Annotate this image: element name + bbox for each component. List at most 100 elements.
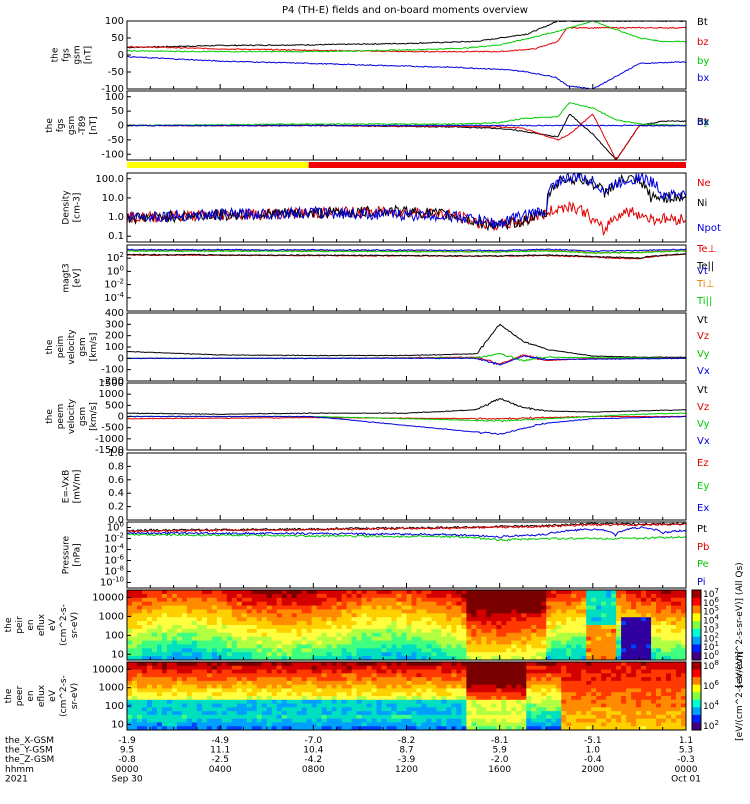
heatmap-cell — [431, 665, 438, 671]
heatmap-cell — [626, 703, 632, 708]
heatmap-cell — [371, 673, 378, 678]
heatmap-cell — [481, 617, 487, 622]
panel-8-ylabel-line: en — [26, 619, 36, 630]
heatmap-cell — [166, 722, 173, 727]
heatmap-cell — [266, 684, 273, 690]
heatmap-cell — [141, 625, 148, 630]
heatmap-cell — [481, 726, 487, 730]
heatmap-cell — [441, 656, 448, 660]
heatmap-cell — [521, 590, 527, 595]
heatmap-cell — [146, 617, 153, 622]
heatmap-cell — [241, 601, 248, 607]
heatmap-cell — [631, 609, 637, 614]
heatmap-cell — [466, 648, 472, 653]
heatmap-cell — [461, 707, 467, 712]
heatmap-cell — [146, 590, 153, 595]
heatmap-cell — [626, 711, 632, 716]
heatmap-cell — [321, 617, 328, 622]
heatmap-cell — [346, 692, 353, 697]
heatmap-cell — [621, 665, 627, 671]
heatmap-cell — [326, 590, 333, 595]
heatmap-cell — [316, 662, 323, 667]
heatmap-cell — [626, 677, 632, 682]
heatmap-cell — [301, 613, 308, 618]
heatmap-cell — [611, 662, 617, 667]
heatmap-cell — [211, 665, 218, 671]
heatmap-cell — [436, 680, 443, 686]
heatmap-cell — [201, 628, 208, 634]
colorbar-tick-exp: 6 — [714, 596, 719, 604]
heatmap-cell — [651, 669, 657, 674]
xaxis-row-label: 2021 — [5, 774, 28, 784]
heatmap-cell — [661, 722, 667, 727]
heatmap-cell — [286, 628, 293, 634]
heatmap-cell — [611, 680, 617, 686]
heatmap-cell — [351, 692, 358, 697]
heatmap-cell — [486, 688, 492, 693]
heatmap-cell — [441, 605, 448, 611]
heatmap-cell — [596, 597, 602, 603]
heatmap-cell — [316, 652, 323, 657]
heatmap-cell — [416, 684, 423, 690]
panel-5: the peem velocity gsm [km/s]150010005000-500… — [45, 378, 710, 456]
heatmap-cell — [416, 644, 423, 649]
heatmap-cell — [631, 617, 637, 622]
heatmap-cell — [431, 648, 438, 653]
heatmap-cell — [526, 656, 532, 660]
heatmap-cell — [346, 677, 353, 682]
heatmap-cell — [561, 605, 567, 611]
heatmap-cell — [571, 669, 577, 674]
heatmap-cell — [546, 593, 552, 599]
heatmap-cell — [591, 722, 597, 727]
heatmap-cell — [466, 617, 472, 622]
heatmap-cell — [471, 632, 477, 638]
heatmap-cell — [581, 601, 587, 607]
ytick-label: 1500 — [99, 378, 124, 389]
heatmap-cell — [166, 703, 173, 708]
heatmap-cell — [221, 613, 228, 618]
heatmap-cell — [416, 688, 423, 693]
panel-1-lines — [127, 102, 686, 160]
heatmap-cell — [466, 684, 472, 690]
heatmap-cell — [646, 644, 652, 649]
heatmap-cell — [591, 621, 597, 626]
heatmap-cell — [266, 711, 273, 716]
heatmap-cell — [221, 692, 228, 697]
xaxis-value: 1.0 — [586, 746, 601, 756]
heatmap-cell — [561, 703, 567, 708]
heatmap-cell — [311, 692, 318, 697]
heatmap-cell — [471, 609, 477, 614]
heatmap-cell — [127, 648, 133, 653]
heatmap-cell — [401, 677, 408, 682]
heatmap-cell — [676, 707, 682, 712]
heatmap-cell — [631, 632, 637, 638]
heatmap-cell — [196, 632, 203, 638]
colorbar-tick-label: 102 — [703, 719, 719, 732]
heatmap-cell — [241, 628, 248, 634]
heatmap-cell — [311, 625, 318, 630]
heatmap-cell — [266, 636, 273, 642]
heatmap-cell — [321, 609, 328, 614]
heatmap-cell — [156, 707, 163, 712]
heatmap-cell — [611, 692, 617, 697]
heatmap-cell — [376, 597, 383, 603]
heatmap-cell — [611, 699, 617, 705]
heatmap-cell — [196, 593, 203, 599]
heatmap-cell — [127, 609, 133, 614]
heatmap-cell — [441, 696, 448, 701]
heatmap-cell — [241, 692, 248, 697]
heatmap-cell — [296, 609, 303, 614]
heatmap-cell — [256, 684, 263, 690]
heatmap-cell — [511, 726, 517, 730]
heatmap-cell — [306, 613, 313, 618]
heatmap-cell — [351, 662, 358, 667]
heatmap-cell — [676, 722, 682, 727]
heatmap-cell — [436, 677, 443, 682]
heatmap-cell — [136, 640, 143, 646]
heatmap-cell — [516, 692, 522, 697]
heatmap-cell — [526, 632, 532, 638]
heatmap-cell — [271, 669, 278, 674]
ytick-label: 10-10 — [100, 576, 124, 589]
heatmap-cell — [381, 677, 388, 682]
heatmap-cell — [611, 703, 617, 708]
